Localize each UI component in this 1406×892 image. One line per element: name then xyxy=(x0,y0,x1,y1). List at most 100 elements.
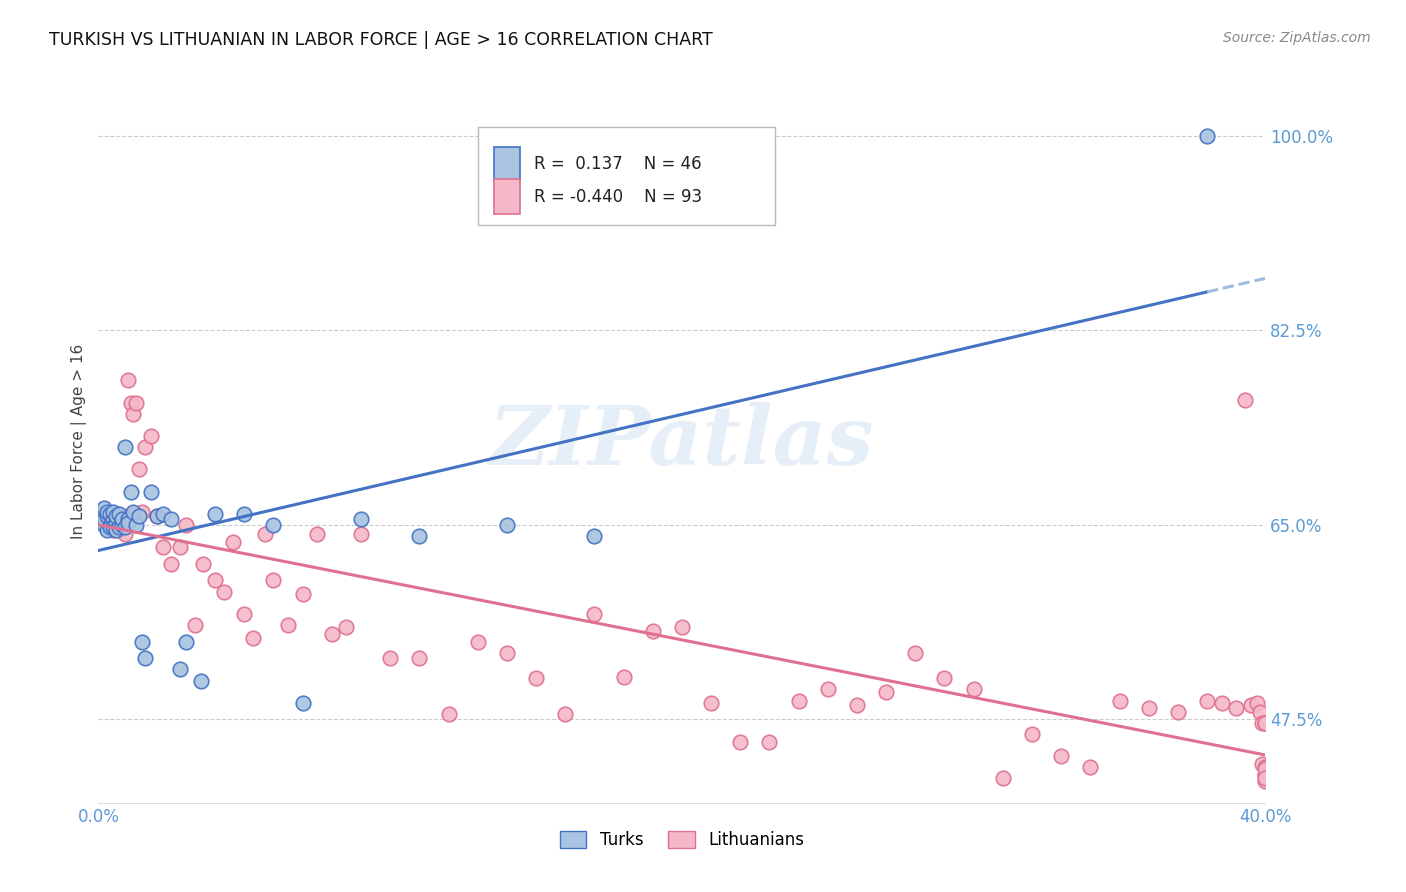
Point xyxy=(146,508,169,523)
Point xyxy=(101,505,124,519)
Point xyxy=(90,507,112,521)
Point xyxy=(262,574,284,588)
Point xyxy=(101,508,124,523)
Point xyxy=(134,440,156,454)
Legend: Turks, Lithuanians: Turks, Lithuanians xyxy=(553,824,811,856)
Point xyxy=(321,627,343,641)
Point xyxy=(1254,813,1277,827)
Point xyxy=(242,632,264,646)
Point xyxy=(1195,693,1218,707)
Point xyxy=(101,512,124,526)
Point xyxy=(212,584,235,599)
Point xyxy=(160,512,183,526)
Point xyxy=(108,524,131,538)
Point xyxy=(787,693,810,707)
Point xyxy=(408,529,430,543)
Point xyxy=(93,501,115,516)
Point xyxy=(307,526,329,541)
Text: Source: ZipAtlas.com: Source: ZipAtlas.com xyxy=(1223,31,1371,45)
Point xyxy=(152,540,174,554)
Point xyxy=(875,684,897,698)
Point xyxy=(98,517,121,532)
Point xyxy=(758,734,780,748)
Point xyxy=(120,395,142,409)
Point xyxy=(122,505,145,519)
Point xyxy=(1080,760,1102,774)
Point xyxy=(1254,715,1277,730)
Point xyxy=(104,508,127,523)
Point xyxy=(335,620,357,634)
Point xyxy=(152,507,174,521)
Point xyxy=(1195,128,1218,143)
Point xyxy=(253,526,276,541)
Point xyxy=(111,512,134,526)
Point xyxy=(125,517,148,532)
Point xyxy=(1246,696,1268,710)
Point xyxy=(380,651,402,665)
Point xyxy=(104,524,127,538)
Point xyxy=(146,508,169,523)
Point xyxy=(111,517,134,532)
Point xyxy=(1240,698,1263,712)
Point xyxy=(1254,772,1277,786)
Point xyxy=(730,734,752,748)
Point xyxy=(350,512,373,526)
Point xyxy=(90,507,112,521)
Point xyxy=(111,512,134,526)
Point xyxy=(291,696,314,710)
Point xyxy=(174,517,197,532)
FancyBboxPatch shape xyxy=(494,179,520,214)
Point xyxy=(700,696,723,710)
Point xyxy=(108,520,131,534)
Point xyxy=(1251,715,1274,730)
Point xyxy=(1254,715,1277,730)
Point xyxy=(1254,763,1277,777)
Point xyxy=(160,557,183,571)
FancyBboxPatch shape xyxy=(494,147,520,181)
Point xyxy=(817,682,839,697)
Point xyxy=(193,557,215,571)
Point xyxy=(1211,696,1233,710)
Point xyxy=(169,540,191,554)
Point xyxy=(1254,768,1277,782)
Point xyxy=(641,624,664,638)
Point xyxy=(117,516,139,530)
Point xyxy=(1108,693,1130,707)
Point xyxy=(554,706,576,721)
Point xyxy=(1021,727,1043,741)
Point xyxy=(93,517,115,532)
Point xyxy=(128,462,150,476)
Point xyxy=(96,508,118,523)
Point xyxy=(262,517,284,532)
Point xyxy=(120,484,142,499)
Point xyxy=(114,520,136,534)
Point xyxy=(174,634,197,648)
Point xyxy=(93,512,115,526)
Text: R =  0.137    N = 46: R = 0.137 N = 46 xyxy=(534,155,702,173)
Point xyxy=(122,507,145,521)
Text: ZIPatlas: ZIPatlas xyxy=(489,401,875,482)
Point xyxy=(104,520,127,534)
Point xyxy=(204,574,226,588)
Point xyxy=(467,634,489,648)
Point xyxy=(104,516,127,530)
Point xyxy=(1050,749,1073,764)
Point xyxy=(496,646,519,660)
Point xyxy=(846,698,869,712)
Point xyxy=(98,520,121,534)
Point xyxy=(1251,756,1274,771)
Point xyxy=(671,620,693,634)
Point xyxy=(122,407,145,421)
Point xyxy=(139,429,162,443)
Point xyxy=(111,520,134,534)
Point xyxy=(1233,393,1256,408)
Point xyxy=(117,508,139,523)
Point xyxy=(190,673,212,688)
Point xyxy=(1254,760,1277,774)
Point xyxy=(233,607,256,621)
Text: TURKISH VS LITHUANIAN IN LABOR FORCE | AGE > 16 CORRELATION CHART: TURKISH VS LITHUANIAN IN LABOR FORCE | A… xyxy=(49,31,713,49)
Point xyxy=(183,618,205,632)
Point xyxy=(583,607,606,621)
Point xyxy=(98,520,121,534)
Point xyxy=(131,634,153,648)
